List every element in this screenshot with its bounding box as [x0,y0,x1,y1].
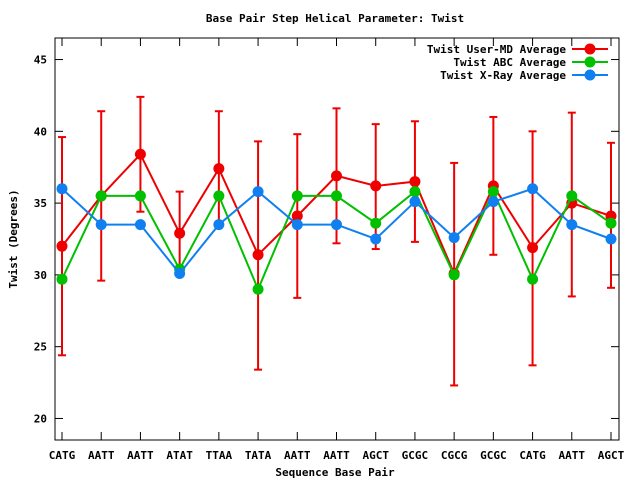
data-point [291,190,303,202]
x-tick-label: AATT [284,449,311,462]
data-point [291,219,303,231]
data-point [291,210,303,222]
y-tick-label: 40 [34,125,47,138]
x-tick-label: AATT [323,449,350,462]
data-point [56,240,68,252]
data-point [370,180,382,192]
data-point [134,148,146,160]
data-point [527,183,539,195]
y-tick-label: 20 [34,412,47,425]
y-tick-label: 25 [34,341,47,354]
data-point [448,232,460,244]
legend-label: Twist ABC Average [453,56,566,69]
x-tick-label: ATAT [166,449,193,462]
x-tick-label: AGCT [598,449,625,462]
data-point [448,269,460,281]
x-tick-label: AATT [559,449,586,462]
data-point [605,233,617,245]
data-point [566,190,578,202]
data-point [213,190,225,202]
x-tick-label: GCGC [480,449,507,462]
x-tick-label: GCGC [402,449,429,462]
x-tick-label: CATG [519,449,546,462]
x-tick-label: CGCG [441,449,468,462]
y-axis: 20 25 30 35 40 45 [34,54,619,425]
data-point [134,219,146,231]
data-point [566,219,578,231]
x-axis-label: Sequence Base Pair [275,466,395,479]
data-point [56,273,68,285]
data-point [527,273,539,285]
legend-swatch-marker [584,43,596,55]
data-point [409,176,421,188]
y-tick-label: 30 [34,269,47,282]
data-point [331,170,342,182]
x-axis: CATG AATT AATT ATAT TTAA TATA AATT AATT AGCT GCGC… [49,38,625,462]
legend-swatch-marker [584,56,596,68]
y-tick-label: 45 [34,54,47,67]
x-tick-label: CATG [49,449,76,462]
chart-title: Base Pair Step Helical Parameter: Twist [206,12,464,25]
data-point [252,186,264,198]
x-tick-label: AATT [127,449,154,462]
data-point [213,163,225,175]
data-point [331,190,342,202]
legend-label: Twist User-MD Average [427,43,566,56]
data-point [95,190,107,202]
data-point [252,283,264,295]
series-group [56,183,617,279]
data-point [252,249,264,261]
series-group [56,186,617,295]
series-group [56,95,617,387]
data-point [605,217,617,229]
x-tick-label: AGCT [362,449,389,462]
x-tick-label: TATA [245,449,272,462]
data-point [213,219,225,231]
data-point [331,219,342,231]
data-point [487,196,499,208]
legend-swatch-marker [584,69,596,81]
data-point [409,186,421,198]
data-point [487,186,499,198]
data-point [409,196,421,208]
data-point [95,219,107,231]
y-tick-label: 35 [34,197,47,210]
series-layer [56,95,617,387]
data-point [174,267,186,279]
y-axis-label: Twist (Degrees) [7,189,20,288]
x-tick-label: TTAA [206,449,233,462]
data-point [174,227,186,239]
x-tick-label: AATT [88,449,115,462]
data-point [134,190,146,202]
data-point [56,183,68,195]
legend-label: Twist X-Ray Average [440,69,566,82]
data-point [370,233,382,245]
data-point [527,242,539,254]
data-point [370,217,382,229]
